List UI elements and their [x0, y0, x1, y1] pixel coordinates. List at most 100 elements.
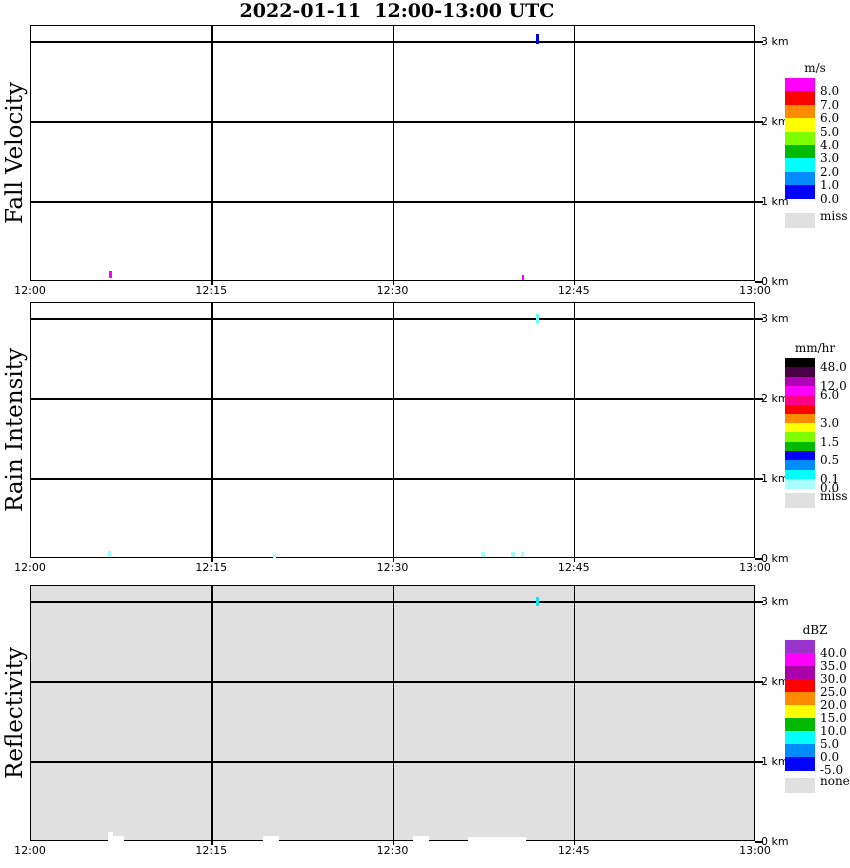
gridline-time-reflectivity — [392, 585, 394, 841]
colorbar-tick-label-fall-velocity: 4.0 — [820, 138, 840, 152]
colorbar-tick-label-fall-velocity: 1.0 — [820, 178, 840, 193]
time-tick-label-reflectivity: 12:15 — [195, 844, 228, 857]
gridline-time-rain-intensity — [211, 302, 213, 558]
time-tick-fall-velocity — [392, 281, 394, 285]
colorbar-tick-label-fall-velocity: 6.0 — [820, 111, 840, 126]
height-tick-reflectivity — [755, 841, 763, 843]
height-tick-rain-intensity — [755, 478, 763, 480]
colorbar-segment-rain-intensity — [785, 478, 815, 489]
gridline-time-fall-velocity — [211, 25, 213, 281]
colorbar-segment-fall-velocity — [785, 158, 815, 173]
time-tick-label-fall-velocity: 13:00 — [739, 284, 771, 297]
time-tick-label-rain-intensity: 12:45 — [557, 561, 590, 574]
colorbar-segment-rain-intensity — [785, 413, 815, 424]
colorbar-segment-rain-intensity — [785, 376, 815, 387]
colorbar-segment-reflectivity — [785, 705, 815, 719]
colorbar-segment-fall-velocity — [785, 185, 815, 200]
colorbar-tick-label-fall-velocity: 0.0 — [820, 191, 840, 206]
height-tick-label-fall-velocity: 1 km — [761, 195, 789, 208]
height-tick-label-reflectivity: 3 km — [761, 595, 789, 608]
height-tick-label-fall-velocity: 2 km — [761, 115, 789, 128]
time-tick-fall-velocity — [573, 281, 576, 285]
ylabel-reflectivity: Reflectivity — [2, 647, 28, 779]
colorbar-missing-swatch-rain-intensity — [785, 493, 815, 509]
height-tick-label-fall-velocity: 0 km — [761, 275, 789, 288]
colorbar-tick-label-rain-intensity: 6.0 — [820, 388, 840, 403]
height-tick-label-rain-intensity: 3 km — [761, 312, 789, 325]
ylabel-rain-intensity: Rain Intensity — [2, 348, 28, 512]
gridline-time-reflectivity — [573, 585, 576, 841]
time-tick-label-rain-intensity: 12:00 — [14, 561, 46, 574]
colorbar-tick-label-rain-intensity: 48.0 — [820, 360, 847, 375]
height-tick-rain-intensity — [755, 398, 763, 400]
colorbar-tick-label-rain-intensity: 0.0 — [820, 481, 840, 496]
ylabel-fall-velocity: Fall Velocity — [2, 82, 28, 224]
height-tick-reflectivity — [755, 761, 763, 763]
colorbar-tick-label-reflectivity: 40.0 — [820, 646, 847, 660]
colorbar-segment-rain-intensity — [785, 404, 815, 415]
colorbar-missing-label-reflectivity: none — [820, 774, 850, 788]
height-tick-fall-velocity — [755, 41, 763, 43]
data-mark-rain-intensity — [536, 313, 539, 323]
colorbar-segment-rain-intensity — [785, 358, 815, 368]
colorbar-missing-label-rain-intensity: miss — [820, 489, 848, 504]
time-tick-fall-velocity — [211, 281, 213, 285]
colorbar-segment-rain-intensity — [785, 432, 815, 443]
data-mark-rain-intensity — [481, 552, 486, 558]
colorbar-segment-rain-intensity — [785, 367, 815, 378]
colorbar-segment-fall-velocity — [785, 91, 815, 106]
time-tick-label-reflectivity: 12:00 — [14, 844, 46, 857]
height-tick-fall-velocity — [755, 121, 763, 123]
colorbar-tick-label-fall-velocity: 2.0 — [820, 164, 840, 179]
colorbar-tick-label-reflectivity: 5.0 — [820, 737, 840, 751]
data-mark-fall-velocity — [522, 275, 524, 281]
colorbar-segment-reflectivity — [785, 718, 815, 732]
colorbar-segment-rain-intensity — [785, 460, 815, 471]
time-tick-label-fall-velocity: 12:45 — [557, 284, 590, 297]
time-tick-label-rain-intensity: 12:30 — [376, 561, 409, 574]
colorbar-tick-label-rain-intensity: 0.1 — [820, 471, 840, 486]
colorbar-tick-label-rain-intensity: 0.5 — [820, 453, 840, 468]
height-tick-fall-velocity — [755, 201, 763, 203]
data-mark-fall-velocity — [108, 271, 112, 279]
colorbar-tick-label-rain-intensity: 1.5 — [820, 434, 840, 449]
colorbar-tick-label-reflectivity: 30.0 — [820, 672, 847, 686]
height-tick-label-rain-intensity: 2 km — [761, 392, 789, 405]
time-tick-label-rain-intensity: 13:00 — [739, 561, 771, 574]
time-tick-reflectivity — [392, 841, 394, 845]
data-mark-reflectivity — [107, 836, 124, 842]
colorbar-segment-fall-velocity — [785, 131, 815, 146]
colorbar-segment-rain-intensity — [785, 395, 815, 405]
data-mark-rain-intensity — [272, 553, 276, 558]
height-tick-label-rain-intensity: 1 km — [761, 472, 789, 485]
time-tick-rain-intensity — [211, 558, 213, 562]
colorbar-segment-fall-velocity — [785, 145, 815, 159]
colorbar-segment-rain-intensity — [785, 441, 815, 452]
time-tick-label-reflectivity: 12:45 — [557, 844, 590, 857]
time-tick-reflectivity — [211, 841, 213, 845]
colorbar-unit-dbz: dBZ — [802, 623, 828, 637]
time-tick-label-fall-velocity: 12:15 — [195, 284, 228, 297]
colorbar-tick-label-reflectivity: 20.0 — [820, 698, 847, 712]
colorbar-tick-label-fall-velocity: 3.0 — [820, 151, 840, 166]
colorbar-tick-label-rain-intensity: 12.0 — [820, 378, 847, 393]
colorbar-segment-reflectivity — [785, 692, 815, 706]
colorbar-tick-label-reflectivity: 0.0 — [820, 750, 840, 764]
data-mark-reflectivity — [536, 596, 539, 606]
data-mark-rain-intensity — [520, 552, 524, 558]
time-tick-label-rain-intensity: 12:15 — [195, 561, 228, 574]
height-tick-label-rain-intensity: 0 km — [761, 552, 789, 565]
data-mark-rain-intensity — [510, 552, 515, 558]
gridline-time-fall-velocity — [392, 25, 394, 281]
colorbar-tick-label-rain-intensity: 3.0 — [820, 416, 840, 431]
colorbar-segment-reflectivity — [785, 640, 815, 654]
gridline-time-reflectivity — [211, 585, 213, 841]
colorbar-missing-label-fall-velocity: miss — [820, 208, 848, 223]
colorbar-segment-reflectivity — [785, 757, 815, 771]
colorbar-segment-rain-intensity — [785, 385, 815, 396]
data-mark-rain-intensity — [108, 551, 112, 557]
colorbar-missing-swatch-reflectivity — [785, 778, 815, 793]
colorbar-segment-reflectivity — [785, 666, 815, 680]
time-tick-rain-intensity — [392, 558, 394, 562]
